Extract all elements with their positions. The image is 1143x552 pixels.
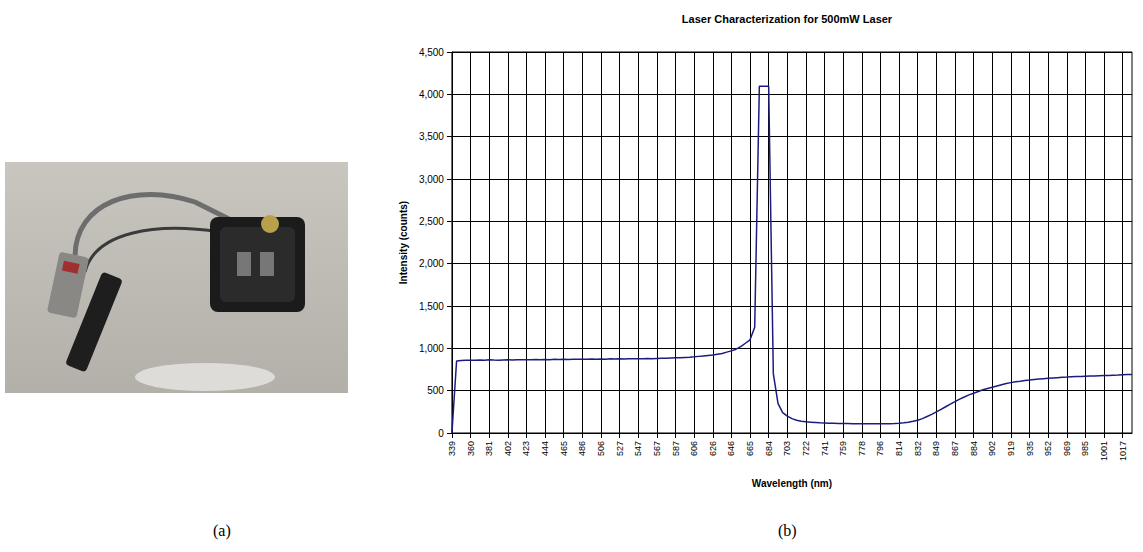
svg-text:0: 0 (438, 428, 444, 439)
svg-text:4,500: 4,500 (419, 47, 444, 58)
svg-text:1,500: 1,500 (419, 301, 444, 312)
svg-text:952: 952 (1043, 441, 1053, 456)
html-text:(b): (b) (778, 522, 797, 539)
svg-text:867: 867 (950, 441, 960, 456)
svg-text:969: 969 (1062, 441, 1072, 456)
svg-text:935: 935 (1025, 441, 1035, 456)
svg-text:402: 402 (503, 441, 513, 456)
svg-text:741: 741 (820, 441, 830, 456)
svg-text:339: 339 (447, 441, 457, 456)
svg-text:1017: 1017 (1118, 441, 1128, 461)
svg-text:778: 778 (857, 441, 867, 456)
svg-text:500: 500 (427, 385, 444, 396)
svg-text:4,000: 4,000 (419, 89, 444, 100)
svg-text:506: 506 (596, 441, 606, 456)
svg-text:796: 796 (875, 441, 885, 456)
svg-text:985: 985 (1080, 441, 1090, 456)
svg-text:919: 919 (1006, 441, 1016, 456)
svg-text:606: 606 (689, 441, 699, 456)
svg-text:567: 567 (652, 441, 662, 456)
svg-text:360: 360 (466, 441, 476, 456)
svg-text:2,500: 2,500 (419, 216, 444, 227)
svg-text:849: 849 (931, 441, 941, 456)
svg-text:Wavelength (nm): Wavelength (nm) (752, 478, 832, 489)
svg-text:1,000: 1,000 (419, 343, 444, 354)
svg-text:423: 423 (521, 441, 531, 456)
svg-text:646: 646 (726, 441, 736, 456)
svg-text:832: 832 (913, 441, 923, 456)
svg-text:722: 722 (801, 441, 811, 456)
svg-text:703: 703 (782, 441, 792, 456)
svg-text:527: 527 (615, 441, 625, 456)
svg-text:444: 444 (540, 441, 550, 456)
svg-text:814: 814 (894, 441, 904, 456)
svg-text:3,000: 3,000 (419, 174, 444, 185)
html-text:(a): (a) (213, 522, 231, 539)
svg-text:684: 684 (764, 441, 774, 456)
svg-text:1001: 1001 (1099, 441, 1109, 461)
svg-text:2,000: 2,000 (419, 258, 444, 269)
svg-text:902: 902 (987, 441, 997, 456)
svg-text:665: 665 (745, 441, 755, 456)
svg-text:381: 381 (484, 441, 494, 456)
svg-text:626: 626 (708, 441, 718, 456)
svg-text:3,500: 3,500 (419, 131, 444, 142)
svg-text:486: 486 (577, 441, 587, 456)
svg-text:Laser Characterization for 500: Laser Characterization for 500mW Laser (682, 13, 893, 25)
svg-text:759: 759 (838, 441, 848, 456)
svg-text:465: 465 (559, 441, 569, 456)
svg-text:Intensity (counts): Intensity (counts) (398, 201, 409, 284)
svg-text:587: 587 (671, 441, 681, 456)
svg-text:547: 547 (633, 441, 643, 456)
svg-text:884: 884 (969, 441, 979, 456)
